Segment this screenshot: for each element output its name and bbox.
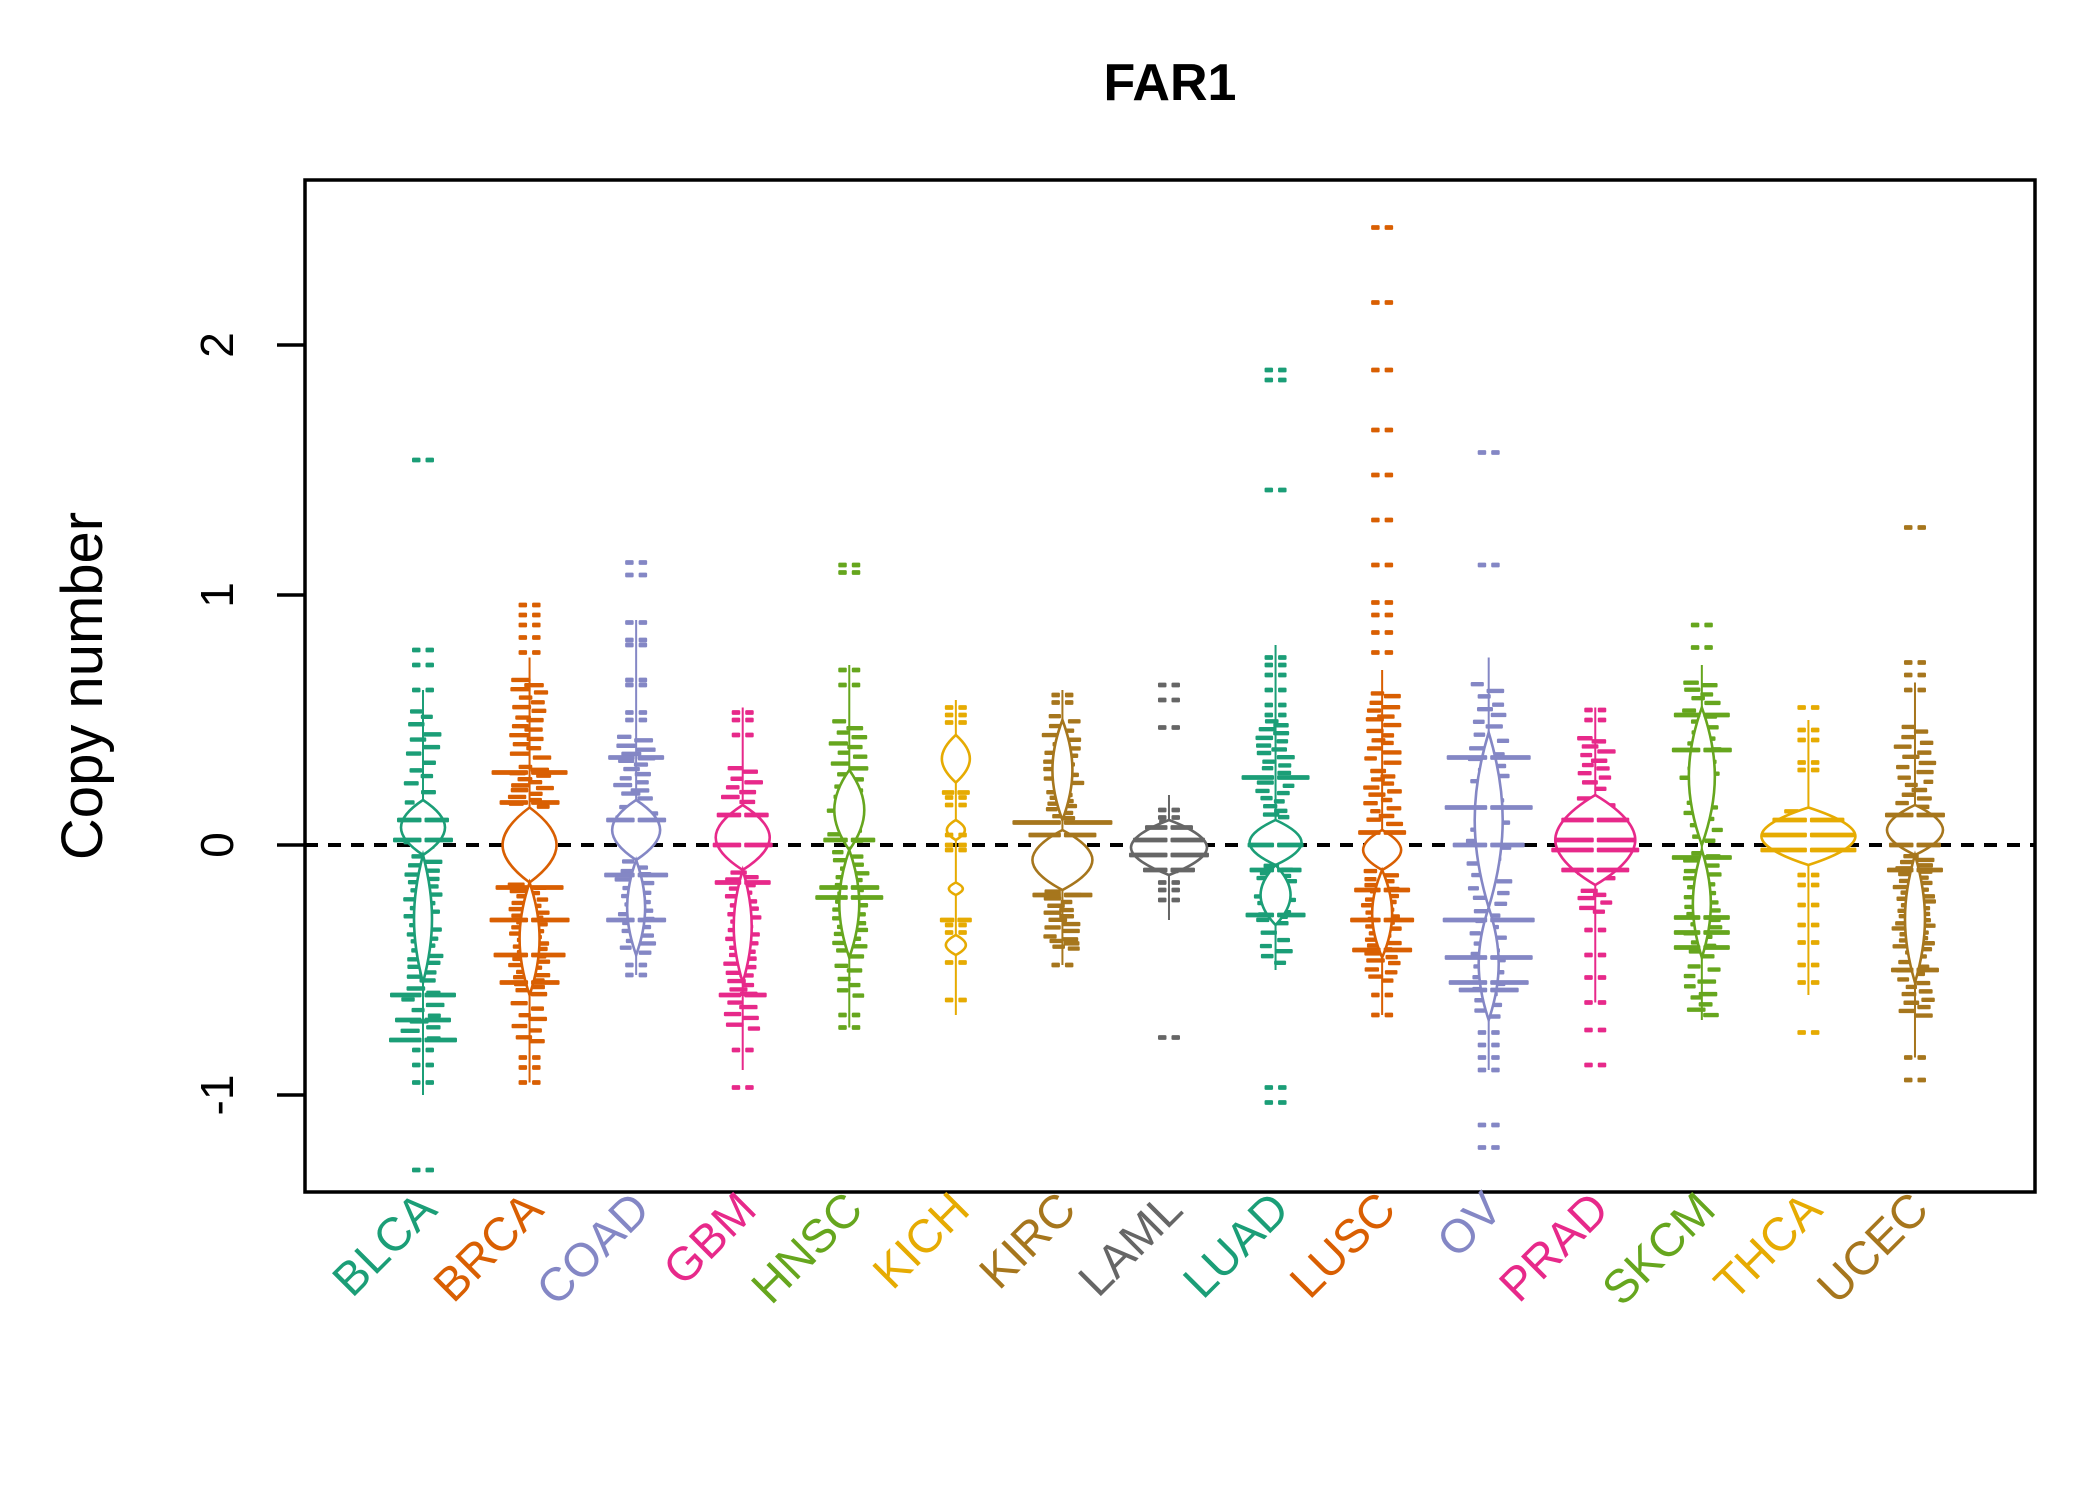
violin-BRCA bbox=[489, 602, 570, 1085]
violin-KICH bbox=[939, 700, 972, 1015]
y-axis-ticks-group: 2 1 0 -1 bbox=[191, 332, 305, 1115]
x-label-KIRC: KIRC bbox=[969, 1182, 1086, 1299]
x-label-LUSC: LUSC bbox=[1279, 1182, 1405, 1308]
violin-OV bbox=[1442, 450, 1535, 1150]
x-label-KICH: KICH bbox=[862, 1182, 979, 1299]
violin-BLCA bbox=[389, 457, 457, 1173]
x-label-SKCM: SKCM bbox=[1591, 1182, 1724, 1315]
x-label-BLCA: BLCA bbox=[322, 1181, 447, 1306]
violin-UCEC bbox=[1884, 525, 1945, 1083]
violin-KIRC bbox=[1012, 690, 1113, 968]
violin-LAML bbox=[1128, 682, 1209, 1040]
violin-SKCM bbox=[1671, 622, 1732, 1020]
x-label-LUAD: LUAD bbox=[1173, 1182, 1299, 1308]
y-tick-label: 1 bbox=[191, 582, 243, 608]
x-label-HNSC: HNSC bbox=[741, 1182, 873, 1314]
y-tick-label: -1 bbox=[191, 1075, 243, 1116]
x-label-PRAD: PRAD bbox=[1489, 1182, 1619, 1312]
x-label-LAML: LAML bbox=[1068, 1182, 1192, 1306]
y-tick-label: 0 bbox=[191, 832, 243, 858]
violin-COAD bbox=[604, 560, 669, 978]
y-axis-label: Copy number bbox=[50, 512, 115, 860]
violin-LUAD bbox=[1241, 367, 1310, 1105]
violin-THCA bbox=[1760, 705, 1857, 1035]
violin-HNSC bbox=[815, 562, 884, 1030]
violin-LUSC bbox=[1350, 225, 1415, 1018]
plot-box bbox=[303, 178, 2037, 1194]
violin-series-group bbox=[389, 225, 1945, 1173]
y-tick-label: 2 bbox=[191, 332, 243, 358]
chart-title: FAR1 bbox=[1104, 54, 1237, 112]
violin-PRAD bbox=[1551, 707, 1640, 1068]
x-label-UCEC: UCEC bbox=[1806, 1182, 1938, 1314]
x-label-COAD: COAD bbox=[526, 1182, 659, 1315]
x-label-THCA: THCA bbox=[1704, 1181, 1832, 1309]
x-label-OV: OV bbox=[1426, 1181, 1512, 1267]
x-label-BRCA: BRCA bbox=[423, 1181, 553, 1311]
violin-GBM bbox=[712, 707, 773, 1090]
